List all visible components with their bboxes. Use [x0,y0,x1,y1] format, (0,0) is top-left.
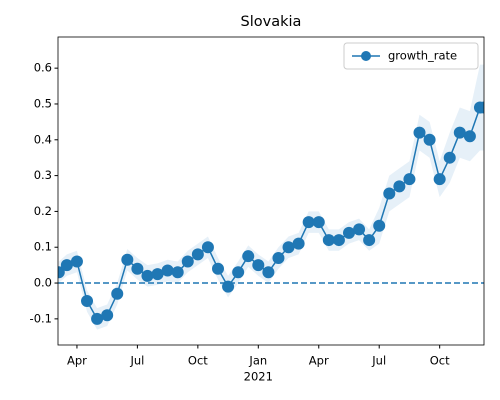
x-tick-label: Jul [129,354,144,368]
y-tick-label: 0.3 [34,168,52,182]
marker [242,250,255,263]
y-tick-label: -0.1 [30,311,52,325]
x-tick-label: Apr [309,354,329,368]
marker [302,216,315,229]
marker [232,266,245,279]
marker [272,251,285,264]
marker [413,126,426,139]
marker [312,216,325,229]
x-tick-label: Oct [188,354,208,368]
marker [478,101,484,114]
marker [222,280,235,293]
year-label: 2021 [244,370,273,384]
marker [121,253,134,266]
marker [111,287,124,300]
y-tick-label: 0.5 [34,96,52,110]
marker [292,237,305,250]
marker [181,255,194,268]
marker [191,248,204,261]
legend-label: growth_rate [388,49,457,63]
y-tick-label: 0.4 [34,132,52,146]
marker [161,264,174,277]
marker [403,173,416,186]
marker [212,262,225,275]
confidence-band [58,64,484,330]
marker [70,255,83,268]
marker [81,294,94,307]
marker [151,268,164,281]
marker [363,234,376,247]
y-tick-label: 0.1 [34,240,52,254]
x-tick-label: Oct [430,354,450,368]
marker [453,126,466,139]
marker [393,180,406,193]
marker [60,259,73,272]
y-tick-label: 0.2 [34,204,52,218]
x-tick-label: Jul [371,354,386,368]
y-tick-label: 0.0 [34,276,52,290]
chart-title: Slovakia [241,14,302,30]
marker [282,241,295,254]
marker [332,234,345,247]
marker [322,234,335,247]
marker [433,173,446,186]
marker [141,269,154,282]
legend-box [343,42,479,70]
marker [201,241,214,254]
marker [171,266,184,279]
marker [131,262,144,275]
legend-marker [361,51,371,61]
marker [423,133,436,146]
marker [91,312,104,325]
marker [443,151,456,164]
y-tick-label: 0.6 [34,61,52,75]
axes-frame [57,36,485,346]
marker [373,219,386,232]
x-tick-label: Jan [248,354,267,368]
x-tick-label: Apr [67,354,87,368]
marker [252,259,265,272]
marker [342,226,355,239]
marker [383,187,396,200]
marker [262,266,275,279]
marker [353,223,366,236]
marker [463,130,476,143]
marker [101,309,114,322]
